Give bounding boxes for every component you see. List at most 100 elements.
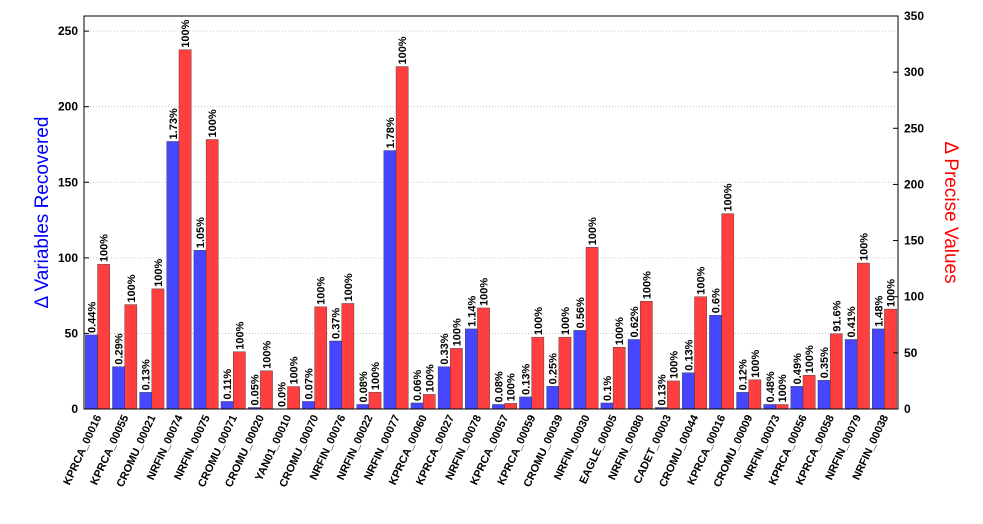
bar-data-label: 100% bbox=[397, 36, 409, 64]
bar-data-label: 0.6% bbox=[711, 288, 723, 313]
bar-precise-values bbox=[422, 394, 436, 410]
bar-data-label: 100% bbox=[723, 183, 735, 211]
bar-data-label: 0.11% bbox=[222, 369, 234, 400]
bar-variables-recovered bbox=[546, 386, 560, 410]
right-tick-label: 200 bbox=[904, 177, 924, 191]
bar-data-label: 100% bbox=[560, 307, 572, 335]
bar-variables-recovered bbox=[302, 401, 315, 410]
category-labels: KPRCA_00016KPRCA_00055CROMU_00021NRFIN_0… bbox=[61, 412, 891, 489]
bar-variables-recovered bbox=[492, 404, 505, 410]
bar-precise-values bbox=[721, 213, 735, 410]
left-axis-ticks: 0 50 100 150 200 250 bbox=[58, 24, 89, 416]
bar-precise-values bbox=[368, 391, 382, 410]
bar-variables-recovered bbox=[410, 402, 424, 410]
bar-precise-values bbox=[667, 380, 680, 410]
right-tick-label: 0 bbox=[904, 402, 911, 416]
bar-data-label: 100% bbox=[696, 266, 708, 294]
bar-precise-values bbox=[531, 336, 545, 410]
bar-data-label: 100% bbox=[261, 340, 273, 368]
bar-data-label: 100% bbox=[614, 317, 626, 345]
bar-data-label: 0.41% bbox=[846, 306, 858, 337]
bar-variables-recovered bbox=[763, 404, 777, 410]
bar-data-label: 100% bbox=[126, 274, 138, 302]
bar-variables-recovered bbox=[383, 150, 397, 410]
bar-precise-values bbox=[151, 288, 165, 410]
bar-data-label: 0.1% bbox=[602, 376, 614, 401]
bar-data-label: 0.13% bbox=[656, 374, 668, 405]
bar-data-label: 0.08% bbox=[358, 371, 370, 402]
bar-data-label: 1.78% bbox=[385, 117, 397, 148]
bar-precise-values bbox=[640, 301, 653, 410]
bar-data-label: 100% bbox=[207, 109, 219, 137]
bar-data-label: 0.29% bbox=[114, 333, 126, 364]
bar-data-label: 1.14% bbox=[466, 295, 478, 326]
bar-precise-values bbox=[585, 247, 599, 410]
left-tick-label: 50 bbox=[65, 326, 79, 340]
bar-variables-recovered bbox=[573, 330, 587, 410]
bar-precise-values bbox=[612, 347, 626, 410]
bar-precise-values bbox=[178, 49, 192, 410]
bar-data-label: 0.56% bbox=[575, 297, 587, 328]
bar-variables-recovered bbox=[139, 392, 153, 410]
bar-data-label: 0.0% bbox=[276, 382, 288, 407]
bar-data-label: 100% bbox=[641, 271, 653, 299]
bar-variables-recovered bbox=[112, 366, 125, 410]
bar-variables-recovered bbox=[600, 402, 614, 410]
bar-data-label: 100% bbox=[886, 279, 898, 307]
bar-precise-values bbox=[260, 370, 273, 410]
left-tick-label: 100 bbox=[58, 251, 78, 265]
bar-data-label: 0.13% bbox=[521, 363, 533, 394]
bar-groups bbox=[85, 49, 897, 410]
bar-variables-recovered bbox=[790, 386, 804, 410]
bar-data-label: 100% bbox=[370, 362, 382, 390]
right-tick-label: 250 bbox=[904, 121, 924, 135]
bar-variables-recovered bbox=[437, 366, 451, 410]
bar-variables-recovered bbox=[356, 404, 370, 410]
bar-data-label: 100% bbox=[587, 217, 599, 245]
bar-data-label: 100% bbox=[506, 373, 518, 401]
gridlines bbox=[84, 30, 898, 334]
bar-precise-values bbox=[558, 336, 572, 410]
bar-data-label: 0.12% bbox=[738, 359, 750, 390]
bar-data-label: 0.13% bbox=[141, 359, 153, 390]
bar-precise-values bbox=[395, 66, 409, 410]
bar-precise-values bbox=[97, 263, 110, 410]
bar-precise-values bbox=[504, 403, 517, 410]
bar-data-label: 0.37% bbox=[331, 308, 343, 339]
left-tick-label: 250 bbox=[58, 24, 78, 38]
bar-data-label: 100% bbox=[533, 307, 545, 335]
bar-data-label: 100% bbox=[343, 273, 355, 301]
bar-data-label: 100% bbox=[858, 233, 870, 261]
bar-labels: 0.44% 0.29% 0.13% 1.73% 1.05% 0.11% 0.05% 0.0% 0… bbox=[86, 19, 897, 407]
right-axis-ticks: 0 50 100 150 200 250 300 350 bbox=[893, 9, 924, 416]
bar-data-label: 0.44% bbox=[86, 302, 98, 333]
bar-variables-recovered bbox=[709, 315, 722, 410]
bar-variables-recovered bbox=[627, 339, 641, 410]
bar-variables-recovered bbox=[193, 250, 207, 410]
bar-precise-values bbox=[857, 262, 870, 410]
left-axis-title: Δ Variables Recovered bbox=[32, 117, 53, 309]
bar-data-label: 100% bbox=[234, 321, 246, 349]
bar-data-label: 100% bbox=[424, 364, 436, 392]
bar-precise-values bbox=[802, 375, 816, 410]
bar-variables-recovered bbox=[844, 339, 858, 410]
left-tick-label: 200 bbox=[58, 100, 78, 114]
bar-data-label: 100% bbox=[289, 356, 301, 384]
bar-data-label: 100% bbox=[451, 318, 463, 346]
plot-frame bbox=[83, 15, 899, 410]
bar-precise-values bbox=[884, 308, 897, 410]
bar-precise-values bbox=[829, 333, 843, 410]
bar-variables-recovered bbox=[872, 328, 885, 410]
bar-variables-recovered bbox=[465, 328, 478, 410]
bar-data-label: 0.08% bbox=[493, 371, 505, 402]
bar-data-label: 91.6% bbox=[831, 300, 843, 331]
bar-data-label: 100% bbox=[99, 234, 111, 262]
right-tick-label: 350 bbox=[904, 9, 924, 23]
bar-data-label: 100% bbox=[804, 345, 816, 373]
bar-data-label: 0.05% bbox=[249, 374, 261, 405]
bar-data-label: 0.13% bbox=[683, 339, 695, 370]
bar-data-label: 100% bbox=[180, 19, 192, 47]
bar-variables-recovered bbox=[682, 372, 695, 410]
bar-precise-values bbox=[233, 351, 246, 410]
